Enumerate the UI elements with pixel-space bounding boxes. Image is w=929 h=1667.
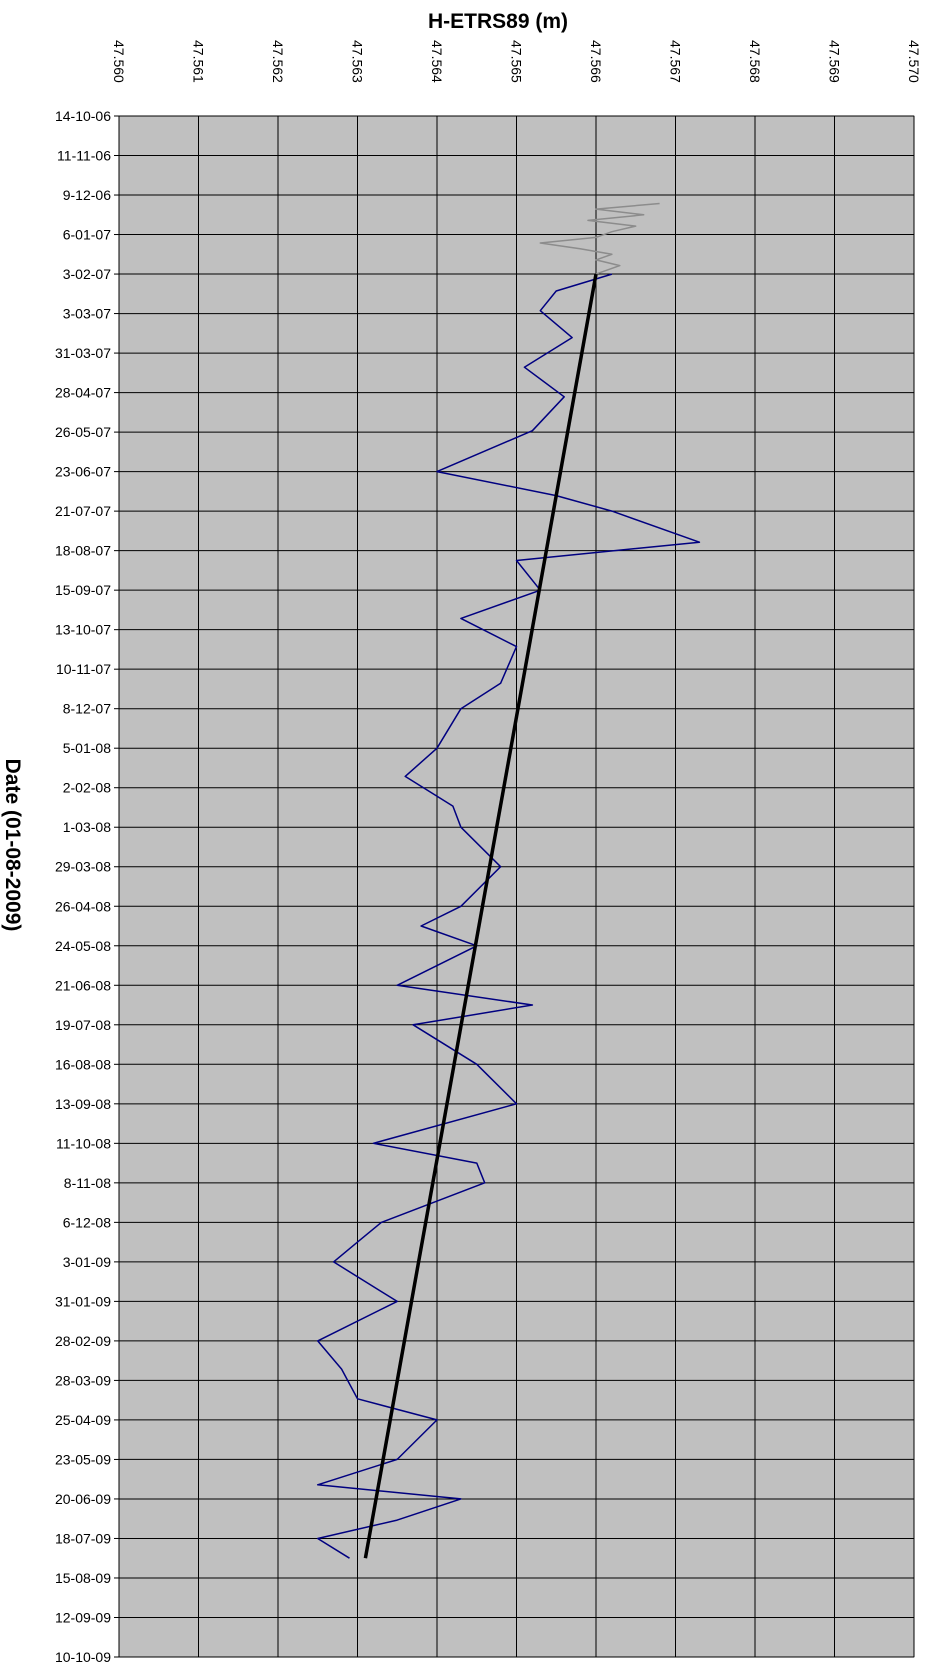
y-tick-label: 24-05-08 — [55, 938, 111, 954]
y-tick-label: 26-04-08 — [55, 898, 111, 914]
y-tick-label: 28-02-09 — [55, 1333, 111, 1349]
y-tick-label: 6-12-08 — [63, 1214, 111, 1230]
y-tick-label: 12-09-09 — [55, 1609, 111, 1625]
x-tick-label: 47.561 — [191, 40, 207, 83]
y-tick-label: 11-10-08 — [56, 1135, 111, 1151]
x-tick-label: 47.569 — [827, 40, 843, 83]
y-tick-label: 18-07-09 — [55, 1530, 111, 1546]
x-tick-label: 47.560 — [111, 40, 127, 83]
y-tick-label: 5-01-08 — [63, 740, 111, 756]
y-tick-label: 8-11-08 — [64, 1175, 111, 1191]
y-tick-label: 23-06-07 — [55, 464, 111, 480]
y-tick-label: 31-01-09 — [55, 1293, 111, 1309]
series-navy-line — [316, 273, 701, 1559]
y-tick-label: 15-08-09 — [55, 1570, 111, 1586]
y-axis-title: Date (01-08-2009) — [1, 759, 24, 932]
y-tick-label: 29-03-08 — [55, 859, 111, 875]
y-tick-label: 18-08-07 — [55, 543, 111, 559]
y-tick-label: 14-10-06 — [55, 108, 111, 124]
y-tick-label: 3-03-07 — [63, 306, 111, 322]
y-tick-label: 8-12-07 — [63, 701, 111, 717]
series-layer — [316, 202, 701, 1559]
x-tick-label: 47.564 — [429, 40, 445, 83]
x-tick-label: 47.568 — [747, 40, 763, 83]
series-gray-line — [539, 202, 660, 275]
x-tick-label: 47.567 — [668, 40, 684, 83]
y-tick-label: 20-06-09 — [55, 1491, 111, 1507]
y-tick-label: 28-03-09 — [55, 1372, 111, 1388]
trend-line — [363, 273, 598, 1559]
x-tick-label: 47.570 — [906, 40, 922, 83]
y-tick-label: 25-04-09 — [55, 1412, 111, 1428]
y-tick-label: 13-10-07 — [55, 622, 111, 638]
y-tick-label: 11-11-06 — [57, 148, 111, 164]
y-tick-label: 26-05-07 — [55, 424, 111, 440]
x-tick-label: 47.563 — [350, 40, 366, 83]
y-tick-label: 31-03-07 — [55, 345, 111, 361]
x-tick-label: 47.562 — [270, 40, 286, 83]
y-tick-label: 3-02-07 — [63, 266, 111, 282]
y-tick-label: 6-01-07 — [63, 227, 111, 243]
y-tick-label: 21-06-08 — [55, 977, 111, 993]
grid-lines — [114, 115, 915, 1658]
chart-title: H-ETRS89 (m) — [428, 10, 568, 33]
y-tick-label: 16-08-08 — [55, 1056, 111, 1072]
y-tick-label: 9-12-06 — [63, 187, 111, 203]
y-tick-label: 21-07-07 — [55, 503, 111, 519]
x-tick-label: 47.565 — [509, 40, 525, 83]
y-tick-label: 23-05-09 — [55, 1451, 111, 1467]
y-tick-label: 28-04-07 — [55, 385, 111, 401]
y-tick-label: 1-03-08 — [63, 819, 111, 835]
y-tick-label: 10-11-07 — [56, 661, 111, 677]
y-tick-label: 15-09-07 — [55, 582, 111, 598]
y-tick-label: 19-07-08 — [55, 1017, 111, 1033]
y-tick-label: 10-10-09 — [55, 1649, 111, 1665]
y-tick-label: 13-09-08 — [55, 1096, 111, 1112]
y-tick-label: 2-02-08 — [63, 780, 111, 796]
x-axis-ticks: 47.560 47.561 47.562 47.563 47.564 47.565 47.5… — [111, 40, 922, 83]
y-axis-ticks: 14-10-06 11-11-06 9-12-06 6-01-07 3-02-07 3-0… — [55, 108, 111, 1665]
x-tick-label: 47.566 — [588, 40, 604, 83]
y-tick-label: 3-01-09 — [63, 1254, 111, 1270]
